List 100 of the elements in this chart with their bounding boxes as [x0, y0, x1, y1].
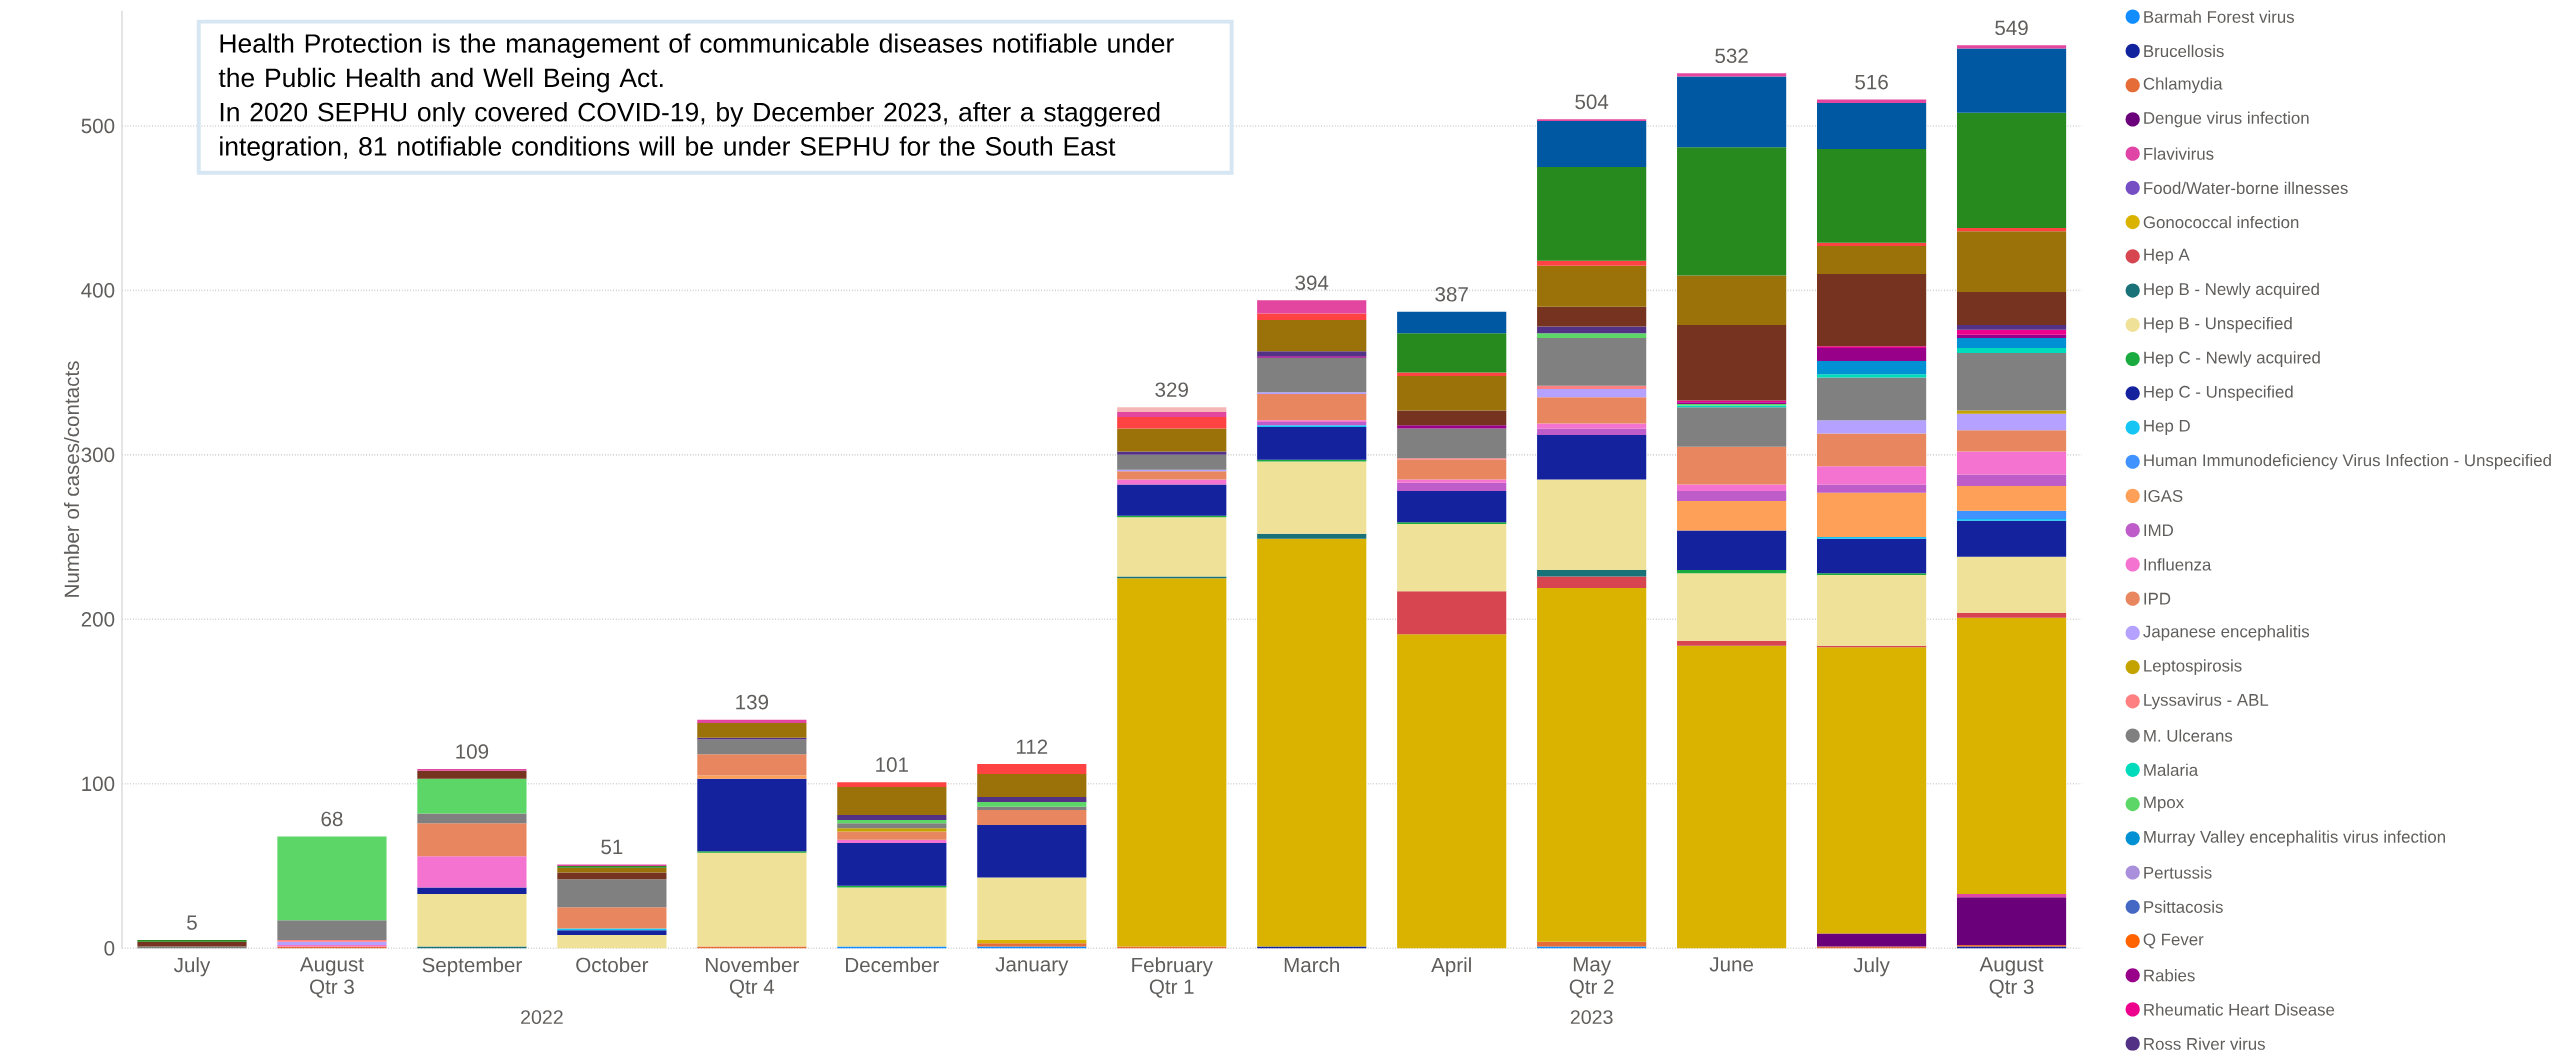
bar: [1537, 121, 1647, 168]
text: Qtr 2: [1569, 979, 1614, 998]
bar: [837, 820, 947, 824]
bar: [1117, 454, 1227, 470]
bar: [837, 831, 947, 840]
bar: [1677, 76, 1787, 148]
bar: [697, 719, 807, 724]
bar: [417, 894, 527, 947]
bar: [1956, 612, 2067, 618]
bar: [837, 828, 947, 832]
bar: [837, 787, 947, 816]
total-label: 387: [1435, 287, 1468, 302]
legend-label: Mpox: [2144, 796, 2184, 812]
total-label: 549: [1995, 20, 2028, 36]
bar: [277, 920, 387, 941]
x-tick-label: May: [1573, 957, 1612, 976]
legend-label: M. Ulcerans: [2144, 729, 2233, 742]
x-tick-label: October: [576, 957, 649, 973]
bar: [1257, 533, 1367, 539]
bar: [1956, 292, 2067, 326]
legend-label: IMD: [2144, 524, 2174, 537]
legend-label: Hep B - Newly acquired: [2144, 282, 2319, 299]
bar: [977, 806, 1087, 811]
bar: [1677, 325, 1787, 401]
bar: [1677, 407, 1787, 447]
bar: [837, 782, 947, 788]
x-tick-label: January: [995, 957, 1069, 976]
bar: [1817, 492, 1927, 538]
bar: [1537, 326, 1647, 334]
bar: [1537, 260, 1647, 266]
legend-label: Murray Valley encephalitis virus infection: [2144, 830, 2445, 847]
bar: [1537, 167, 1647, 261]
total-label: 112: [1016, 739, 1048, 754]
x-tick-label: July: [1853, 957, 1890, 977]
total-label: 516: [1855, 74, 1888, 90]
bar: [1397, 491, 1507, 523]
bar: [1677, 645, 1787, 949]
text: Qtr 1: [1149, 979, 1194, 998]
bar: [1537, 338, 1647, 386]
bar: [1677, 147, 1787, 276]
bar: [1817, 242, 1927, 247]
bar: [1117, 578, 1227, 947]
y-tick-label: 0: [104, 941, 115, 956]
text: 2022: [521, 1010, 563, 1025]
x-tick-label: June: [1709, 957, 1753, 972]
y-tick-label: 200: [81, 612, 115, 627]
bar: [1956, 231, 2067, 293]
bar: [1677, 484, 1787, 492]
bar: [1537, 435, 1647, 480]
x-tick-label: November: [706, 957, 799, 973]
bar: [1817, 103, 1927, 150]
bar: [1257, 394, 1367, 421]
bar: [557, 907, 667, 929]
bar: [1956, 474, 2067, 487]
bar: [977, 764, 1087, 775]
bar: [1956, 617, 2067, 895]
bar: [1956, 520, 2067, 557]
bar: [417, 813, 527, 824]
bar: [977, 774, 1087, 798]
legend-label: Brucellosis: [2144, 44, 2224, 58]
y-tick-label: 300: [81, 447, 115, 463]
bar: [1397, 410, 1507, 426]
legend-label: IPD: [2144, 592, 2171, 605]
bar: [137, 941, 247, 947]
bar: [1537, 389, 1647, 398]
bar: [1257, 538, 1367, 947]
bar: [1817, 484, 1927, 493]
bar: [1817, 575, 1927, 646]
bar: [1397, 376, 1507, 411]
bar: [1117, 484, 1227, 516]
y-tick-label: 500: [81, 118, 115, 134]
text: Qtr 3: [1989, 979, 2034, 998]
bar: [557, 872, 667, 880]
bar: [1397, 333, 1507, 373]
bar: [1257, 427, 1367, 460]
legend-label: Flavivirus: [2144, 147, 2214, 160]
bar: [1537, 588, 1647, 942]
total-label: 532: [1715, 48, 1748, 64]
bar: [837, 823, 947, 829]
bar: [1117, 407, 1227, 413]
bar: [1537, 333, 1647, 339]
legend-label: Lyssavirus - ABL: [2144, 693, 2269, 710]
bar: [1677, 73, 1787, 77]
bar: [1817, 274, 1927, 347]
bar: [1817, 377, 1927, 421]
bar: [1956, 510, 2067, 520]
legend-label: IGAS: [2144, 490, 2183, 503]
bar: [1397, 591, 1507, 635]
bar: [1537, 385, 1647, 390]
legend-label: Food/Water-borne illnesses: [2144, 181, 2348, 195]
bar: [697, 852, 807, 947]
legend-label: Rabies: [2144, 969, 2195, 982]
legend-label: Malaria: [2144, 763, 2199, 777]
bar: [837, 839, 947, 844]
x-tick-label: February: [1132, 957, 1213, 977]
bar: [1397, 459, 1507, 480]
bar: [1117, 428, 1227, 452]
legend-label: Leptospirosis: [2144, 659, 2242, 676]
bar: [1956, 329, 2067, 335]
bar: [1257, 300, 1367, 314]
